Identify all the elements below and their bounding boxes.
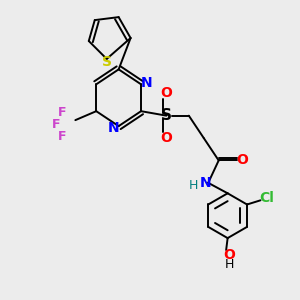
Text: O: O [160, 131, 172, 145]
Text: F: F [52, 118, 60, 131]
Text: F: F [58, 130, 66, 143]
Text: N: N [200, 176, 211, 190]
Text: O: O [237, 154, 248, 167]
Text: F: F [58, 106, 66, 119]
Text: H: H [224, 258, 234, 271]
Text: O: O [223, 248, 235, 262]
Text: Cl: Cl [259, 191, 274, 205]
Text: S: S [102, 55, 112, 69]
Text: S: S [161, 108, 172, 123]
Text: H: H [189, 179, 199, 192]
Text: O: O [160, 86, 172, 100]
Text: N: N [141, 76, 152, 90]
Text: N: N [107, 121, 119, 135]
